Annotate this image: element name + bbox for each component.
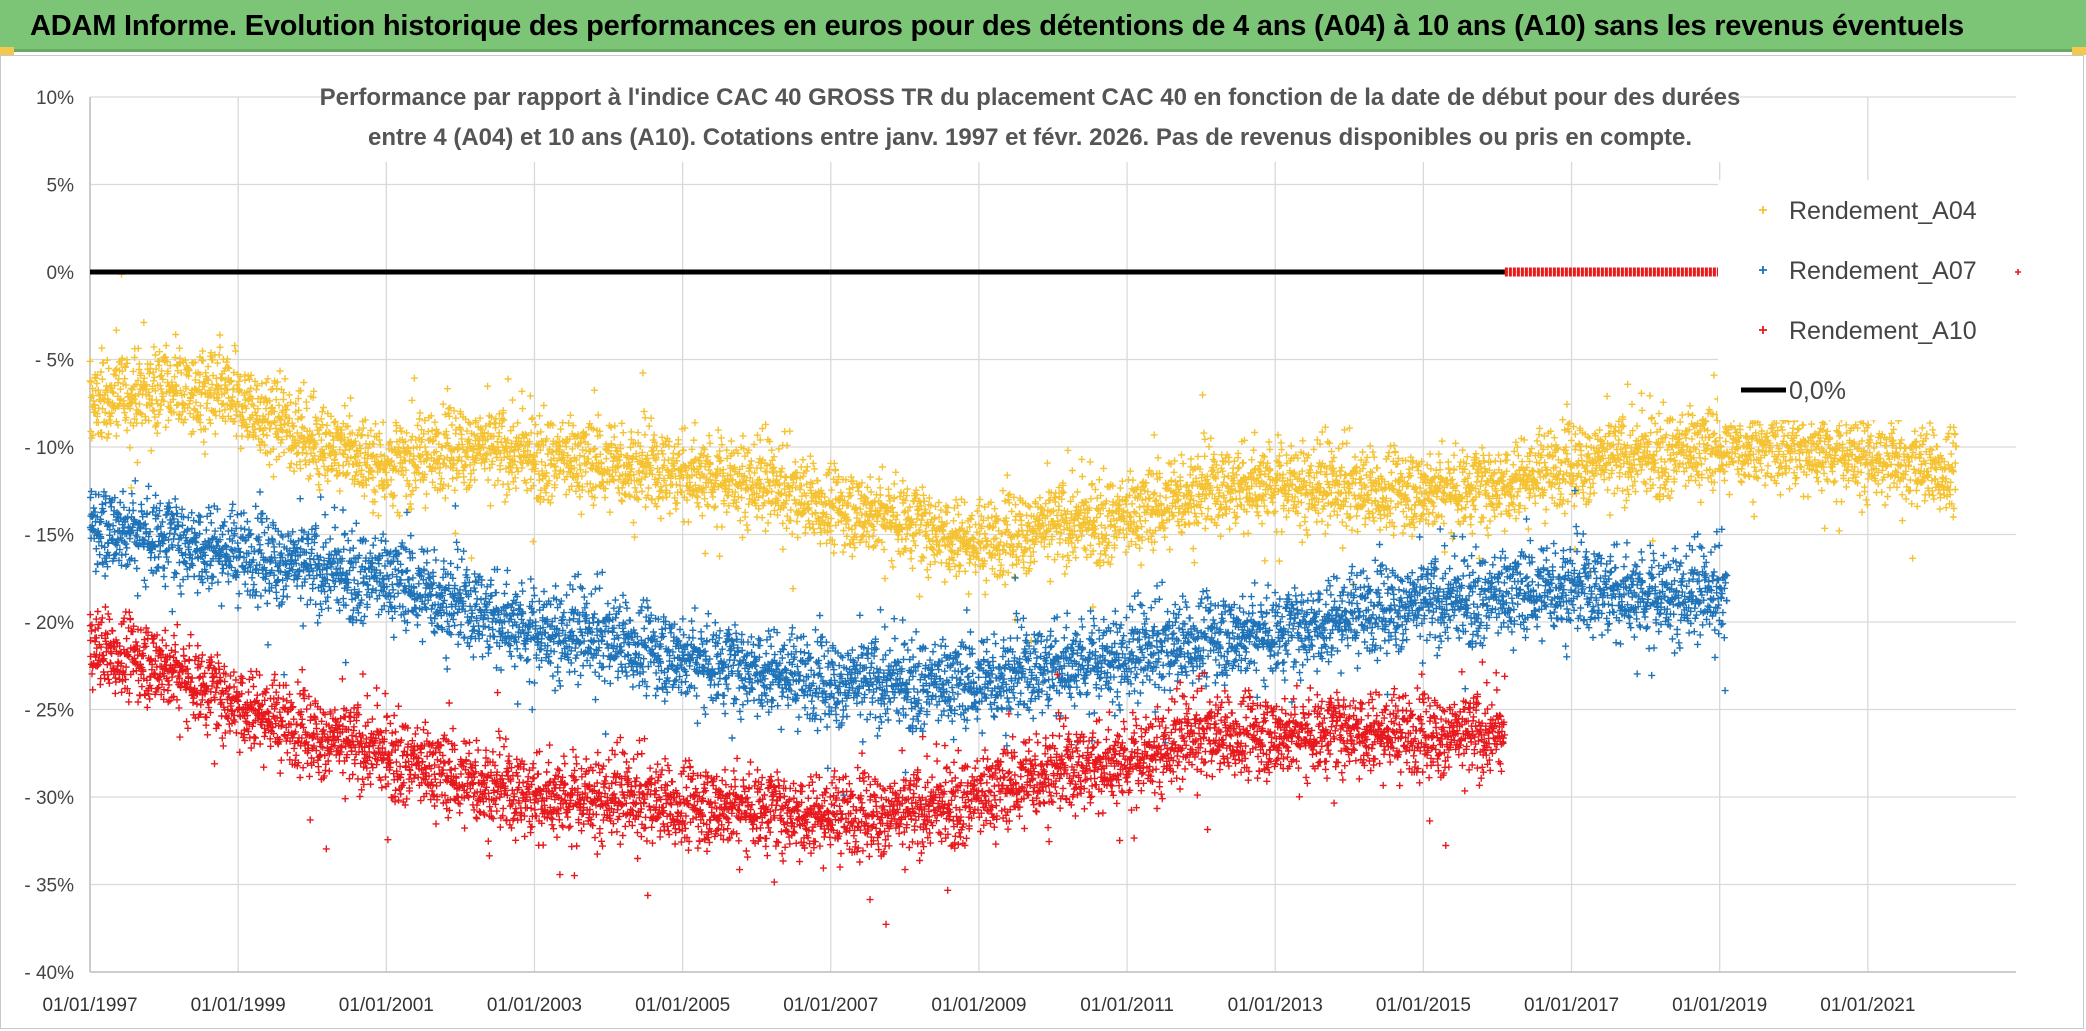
y-tick-label: - 25% bbox=[24, 701, 74, 722]
y-tick-label: 5% bbox=[47, 176, 75, 197]
x-tick-label: 01/01/2017 bbox=[1524, 995, 1619, 1016]
chart-subtitle-line2: entre 4 (A04) et 10 ans (A10). Cotations… bbox=[368, 124, 1692, 151]
x-tick-label: 01/01/2013 bbox=[1228, 995, 1323, 1016]
chart-banner-title: ADAM Informe. Evolution historique des p… bbox=[0, 0, 2086, 52]
legend-marker bbox=[1759, 206, 1767, 214]
x-tick-label: 01/01/2019 bbox=[1672, 995, 1767, 1016]
data-points bbox=[86, 270, 1960, 928]
x-tick-label: 01/01/2005 bbox=[635, 995, 730, 1016]
legend-marker bbox=[1759, 266, 1767, 274]
y-tick-label: - 35% bbox=[24, 876, 74, 897]
x-tick-label: 01/01/2021 bbox=[1820, 995, 1915, 1016]
banner-corner-right bbox=[2072, 47, 2086, 55]
x-axis-ticks: 01/01/1997 01/01/1999 01/01/2001 01/01/2003… bbox=[42, 995, 1915, 1016]
y-tick-label: - 15% bbox=[24, 526, 74, 547]
x-tick-label: 01/01/2015 bbox=[1376, 995, 1471, 1016]
legend-label: Rendement_A04 bbox=[1789, 197, 1977, 225]
y-tick-label: - 20% bbox=[24, 613, 74, 634]
y-axis-ticks: 10% 5% 0% - 5% - 10% - 15% - 20% - 25% - 30% - 35… bbox=[24, 88, 74, 984]
legend-label: Rendement_A10 bbox=[1789, 317, 1977, 345]
y-tick-label: - 40% bbox=[24, 963, 74, 984]
y-tick-label: 0% bbox=[47, 263, 75, 284]
x-tick-label: 01/01/1999 bbox=[191, 995, 286, 1016]
legend-label: 0,0% bbox=[1789, 377, 1846, 405]
subtitle-background bbox=[330, 78, 1730, 162]
series-rendement_a07 bbox=[86, 477, 1731, 799]
x-tick-label: 01/01/2011 bbox=[1080, 995, 1174, 1016]
scatter-points-rendement_a07 bbox=[86, 477, 1731, 799]
series-rendement_a04 bbox=[86, 270, 1960, 645]
x-tick-label: 01/01/1997 bbox=[42, 995, 137, 1016]
x-tick-label: 01/01/2009 bbox=[931, 995, 1026, 1016]
y-tick-label: 10% bbox=[36, 88, 74, 109]
x-tick-label: 01/01/2001 bbox=[339, 995, 434, 1016]
y-tick-label: - 5% bbox=[35, 351, 74, 372]
legend-background bbox=[1718, 180, 2018, 420]
scatter-points-rendement_a10 bbox=[86, 603, 1509, 928]
legend: Rendement_A04 Rendement_A07 Rendement_A10 0… bbox=[1718, 180, 2021, 420]
y-tick-label: - 30% bbox=[24, 788, 74, 809]
legend-marker bbox=[1759, 326, 1767, 334]
legend-label: Rendement_A07 bbox=[1789, 257, 1977, 285]
legend-stray-marker bbox=[2015, 269, 2021, 275]
chart-subtitle-line1: Performance par rapport à l'indice CAC 4… bbox=[320, 84, 1741, 111]
banner-corner-left bbox=[0, 47, 14, 55]
chart-frame bbox=[0, 55, 2084, 1029]
x-tick-label: 01/01/2003 bbox=[487, 995, 582, 1016]
series-rendement_a10 bbox=[86, 603, 1509, 928]
x-tick-label: 01/01/2007 bbox=[783, 995, 878, 1016]
scatter-points-rendement_a04 bbox=[86, 270, 1960, 645]
y-tick-label: - 10% bbox=[24, 438, 74, 459]
